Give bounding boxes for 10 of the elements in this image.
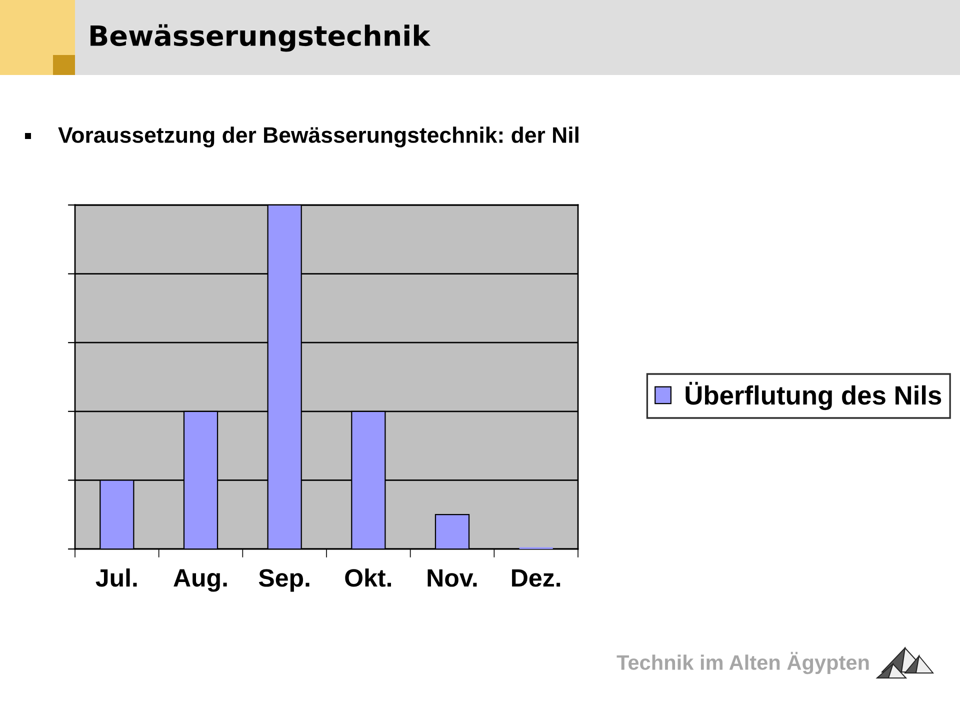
- x-tick-label: Sep.: [258, 569, 310, 592]
- legend-label: Überflutung des Nils: [686, 382, 942, 410]
- x-tick-label: Jul.: [96, 568, 137, 587]
- x-tick-label: Aug.: [174, 569, 227, 592]
- x-tick-label: Okt.: [345, 568, 392, 587]
- chart-subtitle: Voraussetzung der Bewässerungstechnik: der Nil: [58, 126, 578, 148]
- text: Technik im Alten Ägypten: [616, 652, 869, 674]
- chart-title: Bewässerungstechnik: [90, 24, 431, 52]
- x-tick-label: Dez.: [512, 569, 560, 587]
- x-tick-label: Nov.: [428, 569, 477, 587]
